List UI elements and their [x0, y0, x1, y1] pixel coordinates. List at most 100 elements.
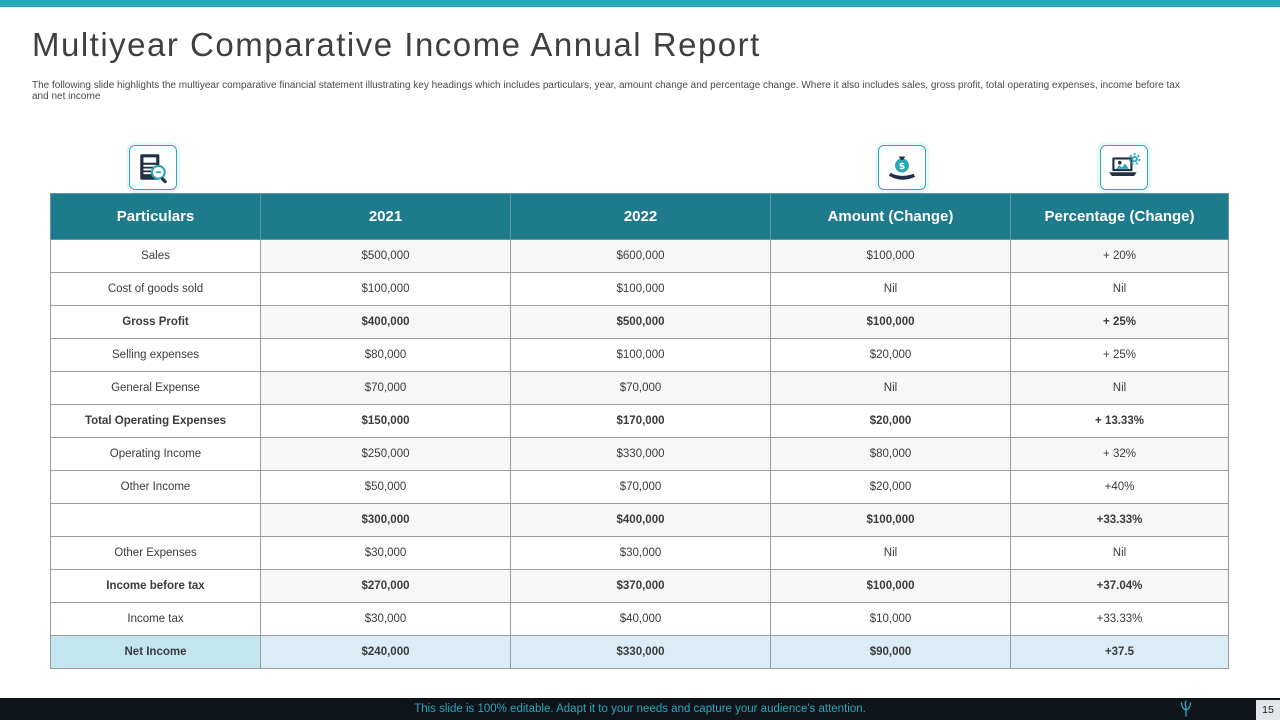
table-cell: $400,000: [510, 503, 771, 537]
table-cell: $90,000: [770, 635, 1011, 669]
row-label-cell: Selling expenses: [50, 338, 261, 372]
table-cell: $270,000: [260, 569, 511, 603]
row-label-cell: Net Income: [50, 635, 261, 669]
table-row: Selling expenses $80,000 $100,000 $20,00…: [50, 338, 1229, 372]
table-cell: $330,000: [510, 437, 771, 471]
footer-note: This slide is 100% editable. Adapt it to…: [414, 703, 866, 715]
report-icon-box: [129, 145, 177, 190]
table-cell: $70,000: [260, 371, 511, 405]
table-cell: $100,000: [770, 503, 1011, 537]
top-accent-bar: [0, 0, 1280, 7]
page-number: 15: [1256, 700, 1280, 720]
table-cell: $150,000: [260, 404, 511, 438]
table-cell: +33.33%: [1010, 602, 1229, 636]
row-label-cell: Gross Profit: [50, 305, 261, 339]
table-cell: +40%: [1010, 470, 1229, 504]
table-row: Other Expenses $30,000 $30,000 Nil Nil: [50, 536, 1229, 570]
table-cell: $100,000: [770, 305, 1011, 339]
table-row: Total Operating Expenses $150,000 $170,0…: [50, 404, 1229, 438]
table-cell: $30,000: [260, 602, 511, 636]
decorative-splash-icon: [1180, 700, 1192, 717]
table-row: Cost of goods sold $100,000 $100,000 Nil…: [50, 272, 1229, 306]
col-header-amount-change: Amount (Change): [770, 193, 1011, 240]
table-row: $300,000 $400,000 $100,000 +33.33%: [50, 503, 1229, 537]
table-cell: $50,000: [260, 470, 511, 504]
table-cell: $400,000: [260, 305, 511, 339]
table-cell: +37.04%: [1010, 569, 1229, 603]
table-row: Income tax $30,000 $40,000 $10,000 +33.3…: [50, 602, 1229, 636]
table-cell: $80,000: [260, 338, 511, 372]
income-table: Particulars 2021 2022 Amount (Change) Pe…: [50, 193, 1229, 669]
table-cell: $100,000: [770, 569, 1011, 603]
footer-bar: This slide is 100% editable. Adapt it to…: [0, 698, 1280, 720]
row-label-cell: Total Operating Expenses: [50, 404, 261, 438]
table-cell: $600,000: [510, 239, 771, 273]
table-cell: $100,000: [770, 239, 1011, 273]
table-cell: $370,000: [510, 569, 771, 603]
row-label-cell: Operating Income: [50, 437, 261, 471]
row-label-cell: General Expense: [50, 371, 261, 405]
table-cell: $30,000: [260, 536, 511, 570]
table-row: Sales $500,000 $600,000 $100,000 + 20%: [50, 239, 1229, 273]
table-cell: Nil: [1010, 272, 1229, 306]
row-label-cell: Other Income: [50, 470, 261, 504]
table-row: Other Income $50,000 $70,000 $20,000 +40…: [50, 470, 1229, 504]
table-cell: + 32%: [1010, 437, 1229, 471]
table-row: Operating Income $250,000 $330,000 $80,0…: [50, 437, 1229, 471]
table-cell: Nil: [770, 272, 1011, 306]
table-cell: + 20%: [1010, 239, 1229, 273]
col-header-2021: 2021: [260, 193, 511, 240]
table-cell: $100,000: [260, 272, 511, 306]
table-cell: +33.33%: [1010, 503, 1229, 537]
table-cell: $500,000: [260, 239, 511, 273]
table-cell: $40,000: [510, 602, 771, 636]
table-cell: $240,000: [260, 635, 511, 669]
row-label-cell: Sales: [50, 239, 261, 273]
table-cell: Nil: [1010, 536, 1229, 570]
row-label-cell: Income tax: [50, 602, 261, 636]
table-header-row: Particulars 2021 2022 Amount (Change) Pe…: [50, 193, 1229, 240]
table-cell: $300,000: [260, 503, 511, 537]
laptop-icon-box: [1100, 145, 1148, 190]
slide-subtitle: The following slide highlights the multi…: [32, 80, 1180, 102]
table-row-net-income: Net Income $240,000 $330,000 $90,000 +37…: [50, 635, 1229, 669]
table-cell: Nil: [770, 536, 1011, 570]
table-cell: Nil: [1010, 371, 1229, 405]
page-title: Multiyear Comparative Income Annual Repo…: [32, 26, 761, 63]
col-header-2022: 2022: [510, 193, 771, 240]
svg-text:$: $: [899, 162, 905, 172]
laptop-gear-icon: [1109, 152, 1141, 176]
row-label-cell: Other Expenses: [50, 536, 261, 570]
table-row: Income before tax $270,000 $370,000 $100…: [50, 569, 1229, 603]
col-header-particulars: Particulars: [50, 193, 261, 240]
table-cell: $20,000: [770, 338, 1011, 372]
table-cell: $100,000: [510, 338, 771, 372]
table-cell: $500,000: [510, 305, 771, 339]
row-label-cell: Income before tax: [50, 569, 261, 603]
table-cell: $20,000: [770, 404, 1011, 438]
financial-report-magnifier-icon: [140, 153, 167, 183]
col-header-percentage-change: Percentage (Change): [1010, 193, 1229, 240]
table-cell: + 25%: [1010, 305, 1229, 339]
table-row: General Expense $70,000 $70,000 Nil Nil: [50, 371, 1229, 405]
table-cell: + 13.33%: [1010, 404, 1229, 438]
table-cell: $250,000: [260, 437, 511, 471]
money-icon-box: $: [878, 145, 926, 190]
table-cell: Nil: [770, 371, 1011, 405]
table-cell: $20,000: [770, 470, 1011, 504]
row-label-cell: Cost of goods sold: [50, 272, 261, 306]
table-row: Gross Profit $400,000 $500,000 $100,000 …: [50, 305, 1229, 339]
table-cell: $70,000: [510, 371, 771, 405]
table-cell: $70,000: [510, 470, 771, 504]
table-cell: $10,000: [770, 602, 1011, 636]
money-bag-hand-icon: $: [889, 156, 915, 180]
table-cell: +37.5: [1010, 635, 1229, 669]
table-cell: + 25%: [1010, 338, 1229, 372]
table-cell: $30,000: [510, 536, 771, 570]
row-label-cell: [50, 503, 261, 537]
table-cell: $80,000: [770, 437, 1011, 471]
table-cell: $170,000: [510, 404, 771, 438]
table-cell: $100,000: [510, 272, 771, 306]
table-cell: $330,000: [510, 635, 771, 669]
